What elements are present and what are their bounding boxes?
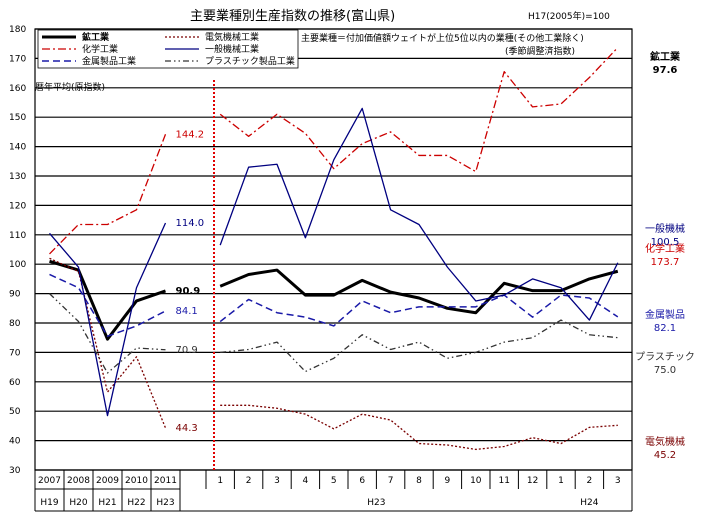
series-annual-line	[49, 273, 166, 337]
x-tick-label-month: 5	[331, 476, 337, 486]
y-tick-label: 160	[9, 84, 26, 94]
x-tick-label-month: 2	[587, 476, 593, 486]
x-tick-label-era: H23	[156, 498, 174, 508]
x-tick-label-era: H21	[98, 498, 116, 508]
monthly-end-label-line: 金属製品	[645, 308, 685, 321]
legend-label: 一般機械工業	[205, 43, 259, 55]
series-annual-line	[49, 293, 166, 374]
monthly-end-label-line: プラスチック	[635, 351, 695, 363]
x-tick-label-month: 9	[445, 476, 451, 486]
y-tick-label: 140	[9, 143, 26, 153]
series-annual-line	[49, 222, 167, 417]
x-tick-label-year: 2007	[38, 476, 61, 486]
x-tick-label-era: H22	[127, 498, 145, 508]
gridlines	[35, 28, 632, 471]
monthly-end-label: 鉱工業 97.6	[650, 50, 681, 76]
base-year-note: H17(2005年)=100	[528, 10, 610, 22]
note-line-2: (季節調整済指数)	[505, 45, 575, 57]
x-tick-label-month: 1	[558, 476, 564, 486]
monthly-end-label: 金属製品 82.1	[645, 308, 685, 334]
legend-label: 電気機械工業	[205, 31, 259, 43]
series-monthly-line	[219, 294, 619, 327]
annual-end-label: 114.0	[176, 218, 205, 229]
monthly-end-label: 電気機械 45.2	[645, 435, 685, 461]
series-monthly-line	[219, 107, 619, 321]
monthly-end-label-line: 45.2	[654, 450, 676, 461]
x-tick-label-era: H19	[40, 498, 58, 508]
annual-section-label: 暦年平均(原指数)	[35, 81, 105, 93]
y-tick-label: 120	[9, 201, 26, 211]
monthly-end-label-line: 100.5	[651, 237, 680, 248]
x-tick-label-month: 7	[388, 476, 394, 486]
y-tick-label: 60	[9, 378, 21, 388]
chart-texts: 主要業種別生産指数の推移(富山県) H17(2005年)=100 主要業種＝付加…	[35, 8, 610, 93]
y-tick-label: 130	[9, 172, 26, 182]
series-monthly-line	[219, 268, 619, 315]
series-lines	[49, 47, 619, 451]
series-annual-line	[49, 259, 166, 341]
y-tick-label: 50	[9, 407, 21, 417]
series-monthly-line	[220, 404, 618, 451]
monthly-end-label-line: 75.0	[654, 365, 676, 376]
note-line-1: 主要業種＝付加価値額ウェイトが上位5位以内の業種(その他工業除く)	[301, 32, 584, 44]
x-tick-label-fiscal-year: H24	[580, 498, 598, 508]
monthly-end-label-line: 一般機械	[645, 222, 685, 235]
annual-end-label: 90.9	[176, 286, 201, 297]
monthly-end-label-line: 173.7	[651, 257, 680, 268]
x-tick-label-era: H20	[69, 498, 87, 508]
monthly-end-label-line: 97.6	[653, 65, 678, 76]
y-tick-label: 170	[9, 54, 26, 64]
x-tick-label-month: 10	[470, 476, 482, 486]
annual-end-label: 84.1	[176, 306, 198, 317]
x-tick-label-month: 3	[274, 476, 280, 486]
y-tick-label: 30	[9, 466, 21, 476]
monthly-end-label: プラスチック 75.0	[635, 351, 695, 376]
series-annual-line	[49, 257, 167, 429]
y-tick-label: 80	[9, 319, 21, 329]
x-tick-label-month: 1	[217, 476, 223, 486]
y-tick-label: 40	[9, 437, 21, 447]
x-tick-label-month: 4	[303, 476, 309, 486]
y-tick-label: 180	[9, 25, 26, 35]
annual-end-label: 44.3	[176, 423, 198, 434]
series-monthly-line	[219, 47, 619, 173]
y-tick-label: 110	[9, 231, 26, 241]
legend-label: 金属製品工業	[82, 55, 136, 67]
x-tick-label-month: 11	[498, 476, 509, 486]
x-tick-label-month: 2	[246, 476, 252, 486]
annual-end-label: 144.2	[176, 129, 205, 140]
x-tick-label-fiscal-year: H23	[367, 498, 385, 508]
series-monthly-line	[220, 319, 618, 373]
legend-label: 化学工業	[82, 43, 118, 55]
monthly-end-label: 一般機械 100.5	[645, 222, 685, 248]
x-tick-label-year: 2010	[125, 476, 148, 486]
y-tick-label: 90	[9, 290, 21, 300]
axes: 3040506070809010011012013014015016017018…	[9, 25, 633, 512]
monthly-end-label-line: 化学工業	[645, 242, 685, 255]
x-tick-label-month: 8	[416, 476, 422, 486]
monthly-end-label-line: 電気機械	[645, 435, 685, 448]
series-annual-line	[49, 134, 167, 255]
chart-title: 主要業種別生産指数の推移(富山県)	[190, 8, 395, 24]
y-tick-label: 70	[9, 348, 21, 358]
x-tick-label-month: 12	[527, 476, 538, 486]
monthly-end-label: 化学工業 173.7	[645, 242, 685, 268]
x-tick-label-month: 6	[359, 476, 365, 486]
y-tick-label: 150	[9, 113, 26, 123]
y-tick-label: 100	[9, 260, 26, 270]
data-labels: 90.9 144.2 84.1 44.3 114.0 70.9 鉱工業 97.6 化学工業 173…	[176, 50, 695, 461]
legend-label: プラスチック製品工業	[205, 55, 295, 67]
x-tick-label-year: 2008	[67, 476, 90, 486]
x-tick-label-month: 3	[615, 476, 621, 486]
x-tick-label-year: 2009	[96, 476, 119, 486]
plot-frame	[34, 28, 633, 471]
legend-label: 鉱工業	[82, 31, 110, 43]
annual-end-label: 70.9	[176, 345, 198, 356]
x-tick-label-year: 2011	[154, 476, 177, 486]
monthly-end-label-line: 82.1	[654, 323, 676, 334]
monthly-end-label-line: 鉱工業	[650, 50, 681, 63]
